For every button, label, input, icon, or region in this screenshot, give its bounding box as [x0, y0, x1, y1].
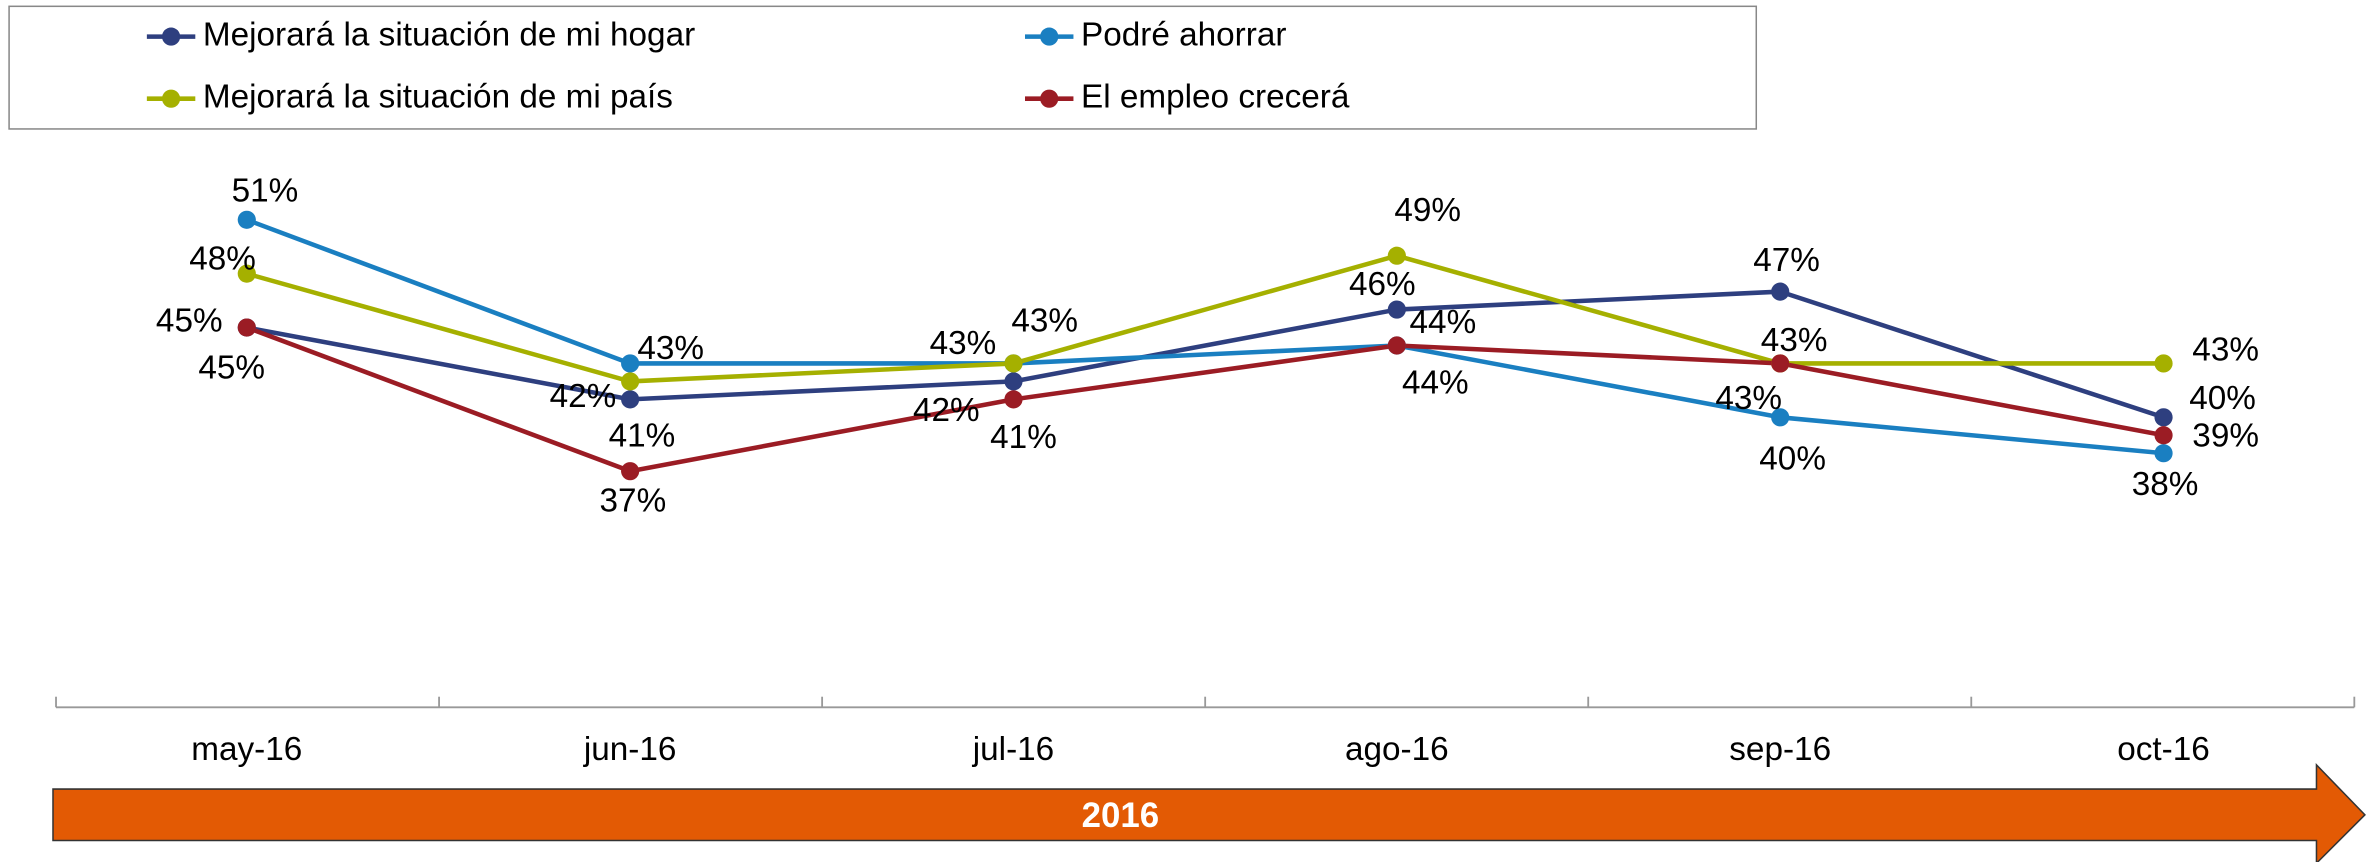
data-label: 40%: [2189, 380, 2256, 417]
data-point: [1004, 372, 1023, 391]
data-point: [2154, 444, 2173, 463]
data-point: [237, 210, 256, 229]
legend-marker: [1040, 27, 1059, 46]
data-point: [1771, 354, 1790, 373]
x-tick-label: may-16: [191, 731, 302, 768]
data-point: [1771, 282, 1790, 301]
data-point: [2154, 354, 2173, 373]
x-tick-label: sep-16: [1729, 731, 1831, 768]
data-label: 43%: [1761, 322, 1828, 359]
data-label: 38%: [2132, 466, 2199, 503]
legend-label: Mejorará la situación de mi hogar: [203, 16, 695, 53]
data-point: [237, 264, 256, 283]
series-line: [246, 253, 2164, 384]
x-tick-label: jul-16: [972, 731, 1054, 768]
data-label: 49%: [1394, 192, 1461, 229]
data-point: [1004, 354, 1023, 373]
data-label: 45%: [198, 349, 265, 386]
data-point: [1004, 390, 1023, 409]
legend-box: [8, 5, 1758, 130]
data-label: 43%: [637, 330, 704, 367]
legend-marker: [162, 89, 181, 108]
data-label: 47%: [1753, 242, 1820, 279]
data-point: [1771, 408, 1790, 427]
data-label: 39%: [2192, 418, 2259, 455]
data-label: 44%: [1402, 365, 1469, 402]
data-label: 43%: [2192, 331, 2259, 368]
data-point: [621, 390, 640, 409]
series-line: [245, 217, 2164, 456]
data-label: 40%: [1759, 440, 1826, 477]
data-point: [1387, 336, 1406, 355]
data-label: 44%: [1410, 304, 1477, 341]
data-label: 41%: [990, 419, 1057, 456]
data-point: [2154, 426, 2173, 445]
legend-label: Mejorará la situación de mi país: [203, 78, 673, 115]
data-point: [1387, 300, 1406, 319]
data-point: [621, 354, 640, 373]
data-label: 46%: [1349, 266, 1416, 303]
data-point: [237, 318, 256, 337]
data-point: [621, 372, 640, 391]
period-label: 2016: [1082, 796, 1159, 835]
x-tick-label: oct-16: [2117, 731, 2210, 768]
legend-label: Podré ahorrar: [1081, 16, 1286, 53]
data-label: 43%: [1715, 380, 1782, 417]
legend-label: El empleo crecerá: [1081, 78, 1350, 115]
data-label: 42%: [913, 392, 980, 429]
data-label: 48%: [189, 240, 256, 277]
data-label: 45%: [156, 303, 223, 340]
data-point: [1387, 246, 1406, 265]
x-tick-label: jun-16: [583, 731, 677, 768]
legend-marker: [162, 27, 181, 46]
data-label: 42%: [550, 378, 617, 415]
data-label: 43%: [1011, 303, 1078, 340]
data-label: 51%: [232, 172, 299, 209]
series-line: [245, 325, 2164, 474]
series-line: [246, 289, 2165, 420]
data-label: 43%: [930, 325, 997, 362]
period-arrow: [52, 762, 2366, 862]
data-point: [2154, 408, 2173, 427]
legend-marker: [1040, 89, 1059, 108]
data-point: [621, 462, 640, 481]
data-label: 37%: [600, 483, 667, 520]
data-label: 41%: [609, 418, 676, 455]
x-tick-label: ago-16: [1345, 731, 1449, 768]
